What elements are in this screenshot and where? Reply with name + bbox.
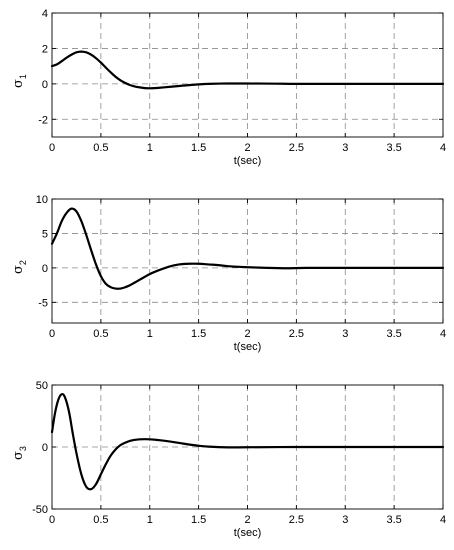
series-line-sigma-3 bbox=[50, 392, 445, 491]
y-tick-label: 50 bbox=[36, 380, 48, 392]
x-tick-label: 0.5 bbox=[93, 514, 108, 526]
y-tick-label: 5 bbox=[42, 228, 48, 240]
x-tick-label: 4 bbox=[440, 328, 446, 340]
y-tick-label: -5 bbox=[38, 297, 48, 309]
x-tick-label: 0 bbox=[49, 142, 55, 154]
series-line-sigma-2 bbox=[50, 207, 445, 290]
y-tick-label: 10 bbox=[36, 194, 48, 206]
y-axis-label-subscript: 1 bbox=[18, 74, 28, 79]
x-tick-label: 1 bbox=[147, 328, 153, 340]
x-tick-label: 2 bbox=[244, 142, 250, 154]
x-tick-label: 4 bbox=[440, 514, 446, 526]
y-tick-label: 0 bbox=[42, 79, 48, 91]
x-tick-label: 3 bbox=[342, 142, 348, 154]
x-tick-label: 2.5 bbox=[289, 142, 304, 154]
x-tick-label: 3.5 bbox=[386, 142, 401, 154]
x-tick-label: 3.5 bbox=[386, 514, 401, 526]
y-axis-label-symbol: σ bbox=[11, 451, 26, 460]
y-axis-label-subscript: 3 bbox=[18, 446, 28, 451]
x-tick-label: 2 bbox=[244, 328, 250, 340]
x-tick-label: 2 bbox=[244, 514, 250, 526]
x-tick-label: 2.5 bbox=[289, 514, 304, 526]
x-tick-label: 4 bbox=[440, 142, 446, 154]
x-axis-label: t(sec) bbox=[234, 155, 262, 167]
x-axis-label: t(sec) bbox=[234, 341, 262, 353]
x-tick-label: 1.5 bbox=[191, 514, 206, 526]
x-tick-label: 1.5 bbox=[191, 328, 206, 340]
x-tick-label: 0.5 bbox=[93, 328, 108, 340]
y-axis-label-symbol: σ bbox=[11, 79, 26, 88]
y-tick-label: -50 bbox=[32, 504, 48, 516]
y-axis-label-symbol: σ bbox=[11, 265, 26, 274]
x-tick-label: 3 bbox=[342, 514, 348, 526]
y-axis-label: σ2 bbox=[11, 260, 28, 274]
x-tick-label: 1.5 bbox=[191, 142, 206, 154]
series-line-sigma-1 bbox=[50, 50, 445, 90]
x-tick-label: 3 bbox=[342, 328, 348, 340]
y-axis-label: σ1 bbox=[11, 74, 28, 88]
y-axis-label: σ3 bbox=[11, 446, 28, 460]
x-tick-label: 1 bbox=[147, 142, 153, 154]
y-tick-label: 2 bbox=[42, 43, 48, 55]
y-axis-label-subscript: 2 bbox=[18, 260, 28, 265]
y-tick-label: 0 bbox=[42, 263, 48, 275]
x-tick-label: 3.5 bbox=[386, 328, 401, 340]
x-tick-label: 0 bbox=[49, 514, 55, 526]
x-tick-label: 1 bbox=[147, 514, 153, 526]
y-tick-label: 4 bbox=[42, 8, 48, 20]
x-axis-label: t(sec) bbox=[234, 527, 262, 539]
x-tick-label: 0.5 bbox=[93, 142, 108, 154]
x-tick-label: 2.5 bbox=[289, 328, 304, 340]
y-tick-label: 0 bbox=[42, 442, 48, 454]
y-tick-label: -2 bbox=[38, 114, 48, 126]
x-tick-label: 0 bbox=[49, 328, 55, 340]
